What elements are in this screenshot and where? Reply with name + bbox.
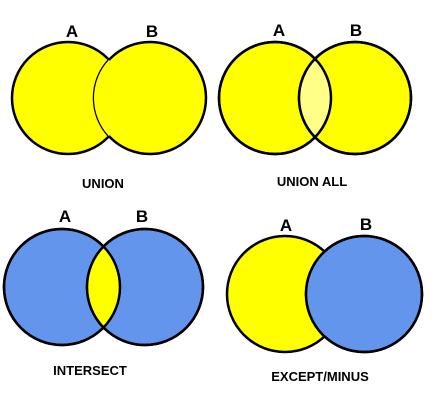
intersect-overlap-region xyxy=(87,246,120,328)
panel-except-minus: A B EXCEPT/MINUS xyxy=(225,215,424,384)
intersect-circle-b-outline xyxy=(85,227,205,347)
except-operation-label: EXCEPT/MINUS xyxy=(271,369,369,384)
intersect-circle-a-outline xyxy=(2,227,122,347)
union-all-circle-b-outline xyxy=(297,40,413,156)
union-all-operation-label: UNION ALL xyxy=(277,174,347,189)
except-overlap-region xyxy=(306,251,344,337)
union-operation-label: UNION xyxy=(82,176,124,191)
intersect-set-a-label: A xyxy=(59,207,71,226)
panel-union-all: A B UNION ALL xyxy=(217,21,413,189)
union-set-a-label: A xyxy=(66,22,78,41)
union-all-circle-a-outline xyxy=(217,40,333,156)
intersect-operation-label: INTERSECT xyxy=(53,363,127,378)
except-set-a-label: A xyxy=(280,216,292,235)
union-all-set-a-label: A xyxy=(273,21,285,40)
except-set-b-label: B xyxy=(360,215,372,234)
panel-union: A B UNION xyxy=(10,22,208,191)
panel-intersect: A B INTERSECT xyxy=(2,207,205,378)
except-circle-b-outline xyxy=(304,234,424,354)
intersect-set-b-label: B xyxy=(136,207,148,226)
union-all-overlap-region xyxy=(299,58,331,138)
union-all-set-b-label: B xyxy=(350,21,362,40)
union-set-b-label: B xyxy=(146,22,158,41)
union-overlap-region xyxy=(94,59,125,137)
